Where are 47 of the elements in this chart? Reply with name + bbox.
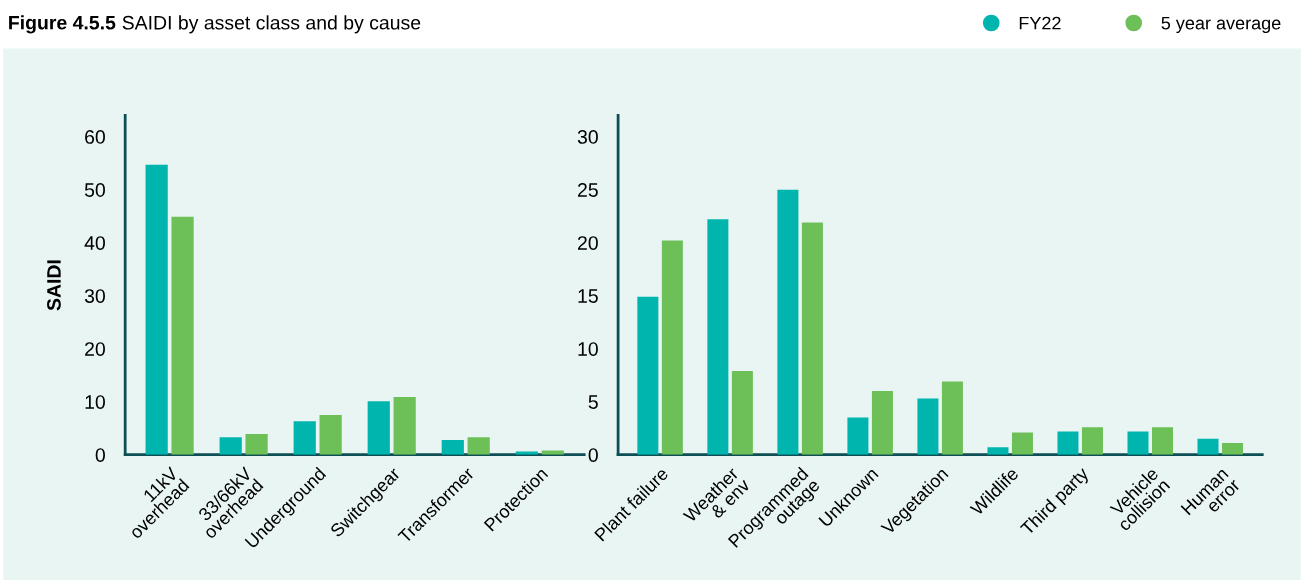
bar <box>467 437 490 455</box>
bar <box>731 370 753 455</box>
y-tick-label: 10 <box>85 395 105 409</box>
bar <box>1222 443 1244 455</box>
bar <box>661 240 683 455</box>
bar <box>393 396 416 455</box>
y-tick-label: 60 <box>85 130 105 144</box>
bar <box>319 414 342 455</box>
bar <box>541 450 564 455</box>
y-tick-label: 50 <box>84 183 105 197</box>
bar <box>219 437 242 455</box>
y-tick-label: 40 <box>84 236 105 250</box>
bar <box>145 164 168 455</box>
bar <box>917 398 939 455</box>
chart-title: Figure 4.5.5 SAIDI by asset class and by cause <box>9 15 421 34</box>
bar <box>1011 432 1033 455</box>
bar <box>1057 431 1079 455</box>
y-axis-title: SAIDI <box>47 260 61 311</box>
bar <box>847 417 869 455</box>
bar <box>707 219 729 455</box>
y-tick-label: 10 <box>578 342 598 356</box>
bar <box>1151 427 1173 455</box>
bar <box>637 296 659 455</box>
y-tick-label: 0 <box>95 448 105 462</box>
bar <box>987 447 1009 455</box>
bar <box>871 391 893 455</box>
bar <box>1127 431 1149 455</box>
y-tick-label: 5 <box>588 395 598 409</box>
y-tick-label: 20 <box>578 236 598 250</box>
y-tick-label: 30 <box>577 130 598 144</box>
y-tick-label: 0 <box>588 448 598 462</box>
y-tick-label: 15 <box>578 289 598 303</box>
bar <box>171 216 194 455</box>
bar <box>801 222 823 455</box>
bar <box>367 401 390 455</box>
bar <box>941 381 963 455</box>
bar <box>777 189 799 455</box>
bar <box>1197 438 1219 455</box>
bar <box>293 421 316 455</box>
legend-label: FY22 <box>1019 16 1061 30</box>
y-tick-label: 25 <box>578 183 598 197</box>
bar <box>441 439 464 455</box>
legend-label: 5 year average <box>1161 16 1281 34</box>
y-tick-label: 30 <box>84 289 105 303</box>
bar <box>245 434 268 455</box>
bar <box>1081 427 1103 455</box>
y-tick-label: 20 <box>85 342 105 356</box>
